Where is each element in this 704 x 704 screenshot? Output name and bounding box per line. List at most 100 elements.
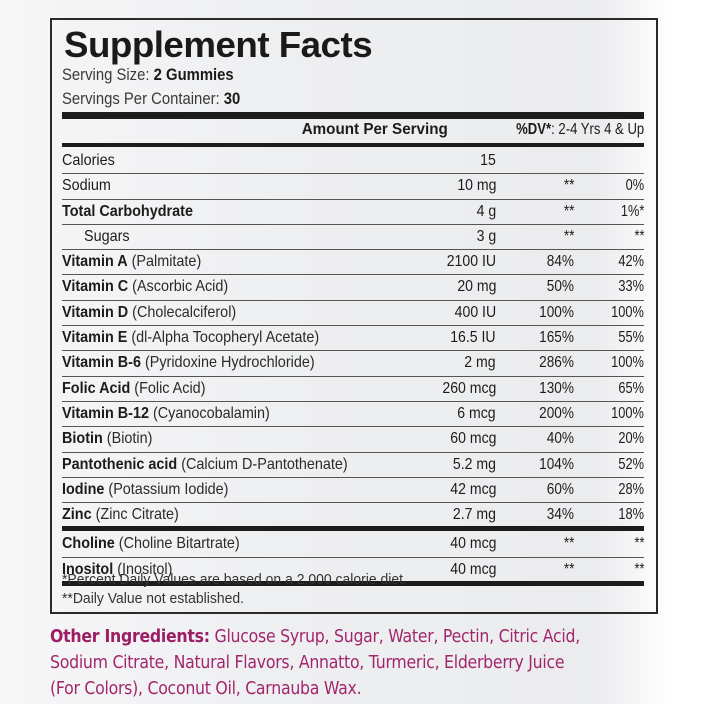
amount-per-serving: 3 g xyxy=(476,227,496,245)
dv-2-4-yrs: ** xyxy=(563,560,574,578)
nutrient-row: Inositol (Inositol) 40 mcg ** ** xyxy=(62,558,644,582)
dv-4-and-up: 100% xyxy=(611,354,644,372)
dv-2-4-yrs: 130% xyxy=(539,379,574,397)
nutrient-name: Vitamin B-6 (Pyridoxine Hydrochloride) xyxy=(62,354,315,372)
nutrient-name: Vitamin D (Cholecalciferol) xyxy=(62,303,237,321)
dv-2-4-yrs: 40% xyxy=(546,430,574,448)
dv-2-4-yrs: 60% xyxy=(546,480,574,498)
nutrient-name: Inositol (Inositol) xyxy=(62,560,173,578)
nutrient-source: (Ascorbic Acid) xyxy=(128,278,229,296)
nutrient-source: (Cholecalciferol) xyxy=(128,303,237,321)
amount-per-serving: 2.7 mg xyxy=(452,506,496,524)
servings-per-container-value: 30 xyxy=(223,90,241,108)
amount-per-serving: 2100 IU xyxy=(446,253,496,271)
dv-4-and-up: ** xyxy=(634,535,644,553)
dv-2-4-yrs: 286% xyxy=(539,354,574,372)
amount-per-serving: 260 mcg xyxy=(441,379,496,397)
dv-4-and-up: 52% xyxy=(618,455,644,473)
nutrient-row: Vitamin C (Ascorbic Acid) 20 mg 50% 33% xyxy=(62,275,644,301)
dv-4-and-up: 42% xyxy=(618,253,644,271)
nutrient-name: Vitamin E (dl-Alpha Tocopheryl Acetate) xyxy=(62,329,320,347)
amount-per-serving: 400 IU xyxy=(454,303,496,321)
nutrient-name: Biotin (Biotin) xyxy=(62,430,153,448)
amount-per-serving: 5.2 mg xyxy=(452,455,496,473)
nutrient-row: Pantothenic acid (Calcium D-Pantothenate… xyxy=(62,453,644,478)
nutrient-row: Biotin (Biotin) 60 mcg 40% 20% xyxy=(62,427,644,453)
nutrient-name: Calories xyxy=(62,152,115,169)
amount-per-serving: 16.5 IU xyxy=(450,329,496,347)
nutrient-source: (Inositol) xyxy=(113,560,173,578)
dv-4-and-up: 1%* xyxy=(620,202,644,220)
nutrient-name: Sodium xyxy=(62,177,111,195)
dv-2-4-yrs: ** xyxy=(563,202,574,220)
dv-4-and-up: 0% xyxy=(625,177,645,195)
amount-per-serving: 2 mg xyxy=(464,354,496,372)
dv-2-4-yrs: 200% xyxy=(539,404,574,422)
nutrient-source: (Pyridoxine Hydrochloride) xyxy=(140,354,315,372)
amount-per-serving-header: Amount Per Serving xyxy=(301,121,448,138)
amount-per-serving: 40 mcg xyxy=(449,560,496,578)
nutrient-row: Sodium 10 mg ** 0% xyxy=(62,174,645,200)
dv-4-and-up: ** xyxy=(634,560,644,578)
dv-2-4-yrs: 165% xyxy=(539,329,574,347)
amount-per-serving: 15 xyxy=(480,152,496,169)
nutrient-name: Folic Acid (Folic Acid) xyxy=(62,379,206,397)
nutrient-row: Vitamin D (Cholecalciferol) 400 IU 100% 100… xyxy=(62,301,644,327)
dv-4-and-up: 20% xyxy=(618,430,644,448)
nutrient-source: (Biotin) xyxy=(102,430,153,448)
amount-per-serving: 4 g xyxy=(476,202,496,220)
dv-4-and-up: 100% xyxy=(611,404,644,422)
nutrient-source: (dl-Alpha Tocopheryl Acetate) xyxy=(127,329,320,347)
nutrient-name: Sugars xyxy=(84,227,130,245)
nutrient-source: (Folic Acid) xyxy=(130,379,206,397)
other-ingredients: Other Ingredients: Glucose Syrup, Sugar,… xyxy=(50,624,581,702)
nutrient-name: Zinc (Zinc Citrate) xyxy=(62,506,179,524)
nutrient-source: (Potassium Iodide) xyxy=(104,480,229,498)
dv-4-and-up: 100% xyxy=(611,303,644,321)
amount-per-serving: 40 mcg xyxy=(449,535,496,553)
dv-4-and-up: ** xyxy=(634,227,644,245)
servings-per-container: Servings Per Container: 30 xyxy=(62,90,240,109)
serving-size-value: 2 Gummies xyxy=(153,66,234,84)
nutrient-table: Calories 15 Sodium 10 mg ** 0% Total Carbohydr… xyxy=(62,149,644,587)
nutrient-row: Total Carbohydrate 4 g ** 1%* xyxy=(62,200,644,225)
divider-thick xyxy=(62,526,644,532)
dv-4-and-up: 28% xyxy=(618,480,644,498)
dv-2-4-yrs: ** xyxy=(563,227,574,245)
nutrient-source: (Choline Bitartrate) xyxy=(114,535,240,553)
dv-2-4-yrs: 34% xyxy=(546,506,574,524)
nutrient-row: Folic Acid (Folic Acid) 260 mcg 130% 65% xyxy=(62,377,644,402)
panel-title: Supplement Facts xyxy=(64,24,373,65)
daily-value-header: %DV*: 2-4 Yrs 4 & Up xyxy=(515,121,644,138)
dv-2-4-yrs: ** xyxy=(563,177,574,195)
amount-per-serving: 42 mcg xyxy=(449,480,496,498)
nutrient-name: Pantothenic acid (Calcium D-Pantothenate… xyxy=(62,455,348,473)
dv-2-4-yrs: ** xyxy=(563,535,574,553)
nutrient-row: Choline (Choline Bitartrate) 40 mcg ** ** xyxy=(62,532,644,558)
servings-per-container-label: Servings Per Container: xyxy=(62,90,220,108)
nutrient-name: Vitamin C (Ascorbic Acid) xyxy=(62,278,229,296)
footnote-dv-not-established: **Daily Value not established. xyxy=(62,590,244,607)
serving-size: Serving Size: 2 Gummies xyxy=(62,66,234,85)
nutrient-row: Vitamin B-6 (Pyridoxine Hydrochloride) 2 … xyxy=(62,351,644,377)
amount-per-serving: 10 mg xyxy=(456,177,496,195)
footnote-percent-dv: *Percent Daily Values are based on a 2,0… xyxy=(62,571,407,588)
other-ingredients-label: Other Ingredients: xyxy=(50,627,210,647)
nutrient-row: Calories 15 xyxy=(62,149,644,175)
nutrient-name: Vitamin B-12 (Cyanocobalamin) xyxy=(62,404,270,422)
nutrient-name: Iodine (Potassium Iodide) xyxy=(62,480,229,498)
nutrient-source: (Palmitate) xyxy=(127,253,202,271)
nutrient-row: Vitamin B-12 (Cyanocobalamin) 6 mcg 200% 10… xyxy=(62,402,644,428)
divider-thick xyxy=(62,112,644,119)
column-header: Amount Per Serving %DV*: 2-4 Yrs 4 & Up xyxy=(62,121,644,143)
dv-2-4-yrs: 104% xyxy=(539,455,574,473)
divider-header xyxy=(62,143,644,147)
nutrient-name: Total Carbohydrate xyxy=(62,202,193,220)
nutrient-name: Vitamin A (Palmitate) xyxy=(62,253,202,271)
amount-per-serving: 6 mcg xyxy=(457,404,496,422)
dv-2-4-yrs: 84% xyxy=(546,253,574,271)
dv-4-and-up: 65% xyxy=(618,379,644,397)
nutrient-source: (Zinc Citrate) xyxy=(91,506,179,524)
supplement-facts-panel: Supplement Facts Serving Size: 2 Gummies… xyxy=(50,18,658,614)
dv-4-and-up: 18% xyxy=(618,506,644,524)
